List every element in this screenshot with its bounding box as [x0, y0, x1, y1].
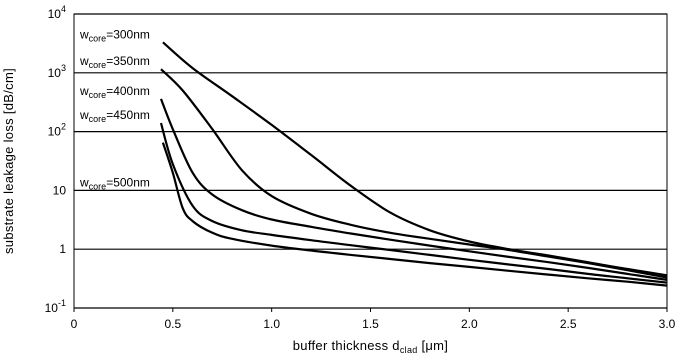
series-label-400nm: wcore=400nm: [79, 84, 150, 100]
y-tick-label: 102: [48, 122, 66, 139]
x-axis-title-sub: clad: [400, 345, 418, 354]
series-line-500nm: [161, 142, 668, 287]
x-axis-title: buffer thickness dclad [μm]: [293, 338, 448, 354]
x-axis-title-unit: [μm]: [418, 338, 449, 353]
series-label-500nm: wcore=500nm: [79, 175, 150, 191]
x-tick-label: 2.5: [560, 317, 577, 331]
plot-frame: [73, 13, 668, 309]
y-tick-label: 10-1: [45, 298, 66, 315]
y-tick-label: 103: [48, 63, 66, 80]
y-tick-label: 10: [53, 183, 67, 197]
series-label-450nm: wcore=450nm: [79, 108, 150, 124]
x-tick-label: 2.0: [461, 317, 478, 331]
grid-lines: [74, 13, 667, 309]
y-tick-label: 1: [59, 242, 66, 256]
series-line-400nm: [159, 98, 668, 281]
series-label-350nm: wcore=350nm: [79, 54, 150, 70]
x-tick-label: 0.5: [164, 317, 181, 331]
series-line-350nm: [160, 68, 668, 279]
y-tick-label: 104: [48, 4, 66, 21]
series-label-300nm: wcore=300nm: [79, 27, 150, 43]
x-tick-label: 3.0: [659, 317, 676, 331]
x-axis-title-main: buffer thickness d: [293, 338, 400, 353]
series-labels: wcore=300nm wcore=350nm wcore=400nm wcore=4…: [79, 27, 150, 191]
series-line-450nm: [159, 122, 668, 284]
x-tick-label: 1.5: [362, 317, 379, 331]
series-group: [159, 41, 668, 287]
x-tick-label: 1.0: [263, 317, 280, 331]
y-axis-title: substrate leakage loss [dB/cm]: [1, 68, 16, 254]
x-tick-label: 0: [71, 317, 78, 331]
